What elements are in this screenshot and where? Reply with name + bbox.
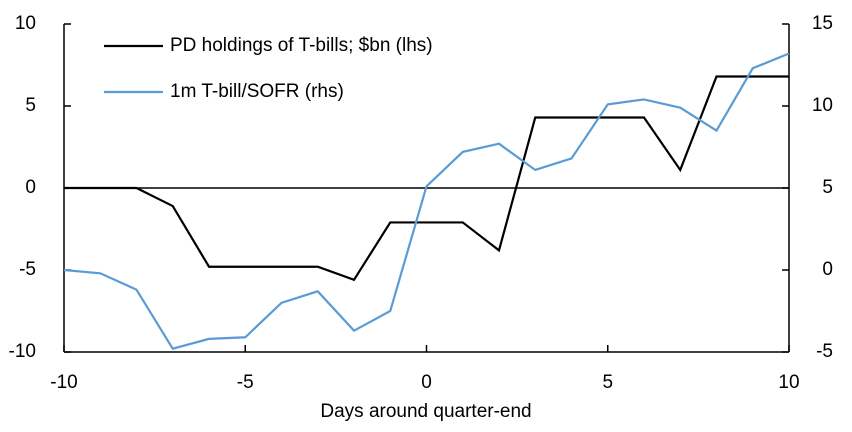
y-tick-label: 0 [25, 177, 36, 198]
y-tick-label: 10 [15, 13, 36, 34]
y2-tick-label: -5 [816, 341, 833, 362]
x-tick-label: 10 [778, 372, 799, 393]
y-tick-label: 5 [25, 95, 36, 116]
y2-tick-label: 0 [822, 259, 833, 280]
y-tick-label: -10 [9, 341, 36, 362]
x-tick-label: 0 [421, 372, 432, 393]
x-tick-label: -10 [50, 372, 77, 393]
y-tick-label: -5 [19, 259, 36, 280]
x-tick-label: 5 [602, 372, 613, 393]
y2-tick-label: 10 [812, 95, 833, 116]
series-line [64, 75, 789, 282]
legend-label: PD holdings of T-bills; $bn (lhs) [170, 35, 433, 56]
x-axis-label: Days around quarter-end [320, 401, 531, 422]
y2-tick-label: 5 [822, 177, 833, 198]
x-tick-label: -5 [237, 372, 254, 393]
y2-tick-label: 15 [812, 13, 833, 34]
legend-label: 1m T-bill/SOFR (rhs) [170, 81, 344, 102]
series-line [63, 52, 790, 350]
